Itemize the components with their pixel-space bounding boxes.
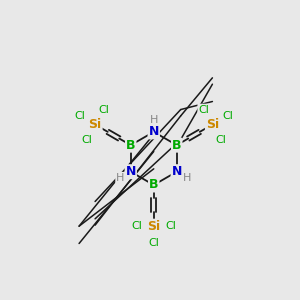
Text: N: N — [172, 165, 182, 178]
Text: Cl: Cl — [98, 105, 109, 115]
Text: B: B — [149, 178, 158, 191]
Text: Si: Si — [206, 118, 219, 131]
Text: H: H — [183, 173, 191, 183]
Text: Cl: Cl — [216, 135, 226, 145]
Text: H: H — [116, 173, 124, 183]
Text: N: N — [148, 125, 159, 138]
Text: Si: Si — [147, 220, 160, 233]
Text: B: B — [172, 139, 182, 152]
Text: Cl: Cl — [198, 105, 209, 115]
Text: Cl: Cl — [222, 111, 233, 121]
Text: Cl: Cl — [166, 221, 176, 231]
Text: B: B — [126, 139, 136, 152]
Text: Cl: Cl — [81, 135, 92, 145]
Text: N: N — [126, 165, 136, 178]
Text: Si: Si — [88, 118, 102, 131]
Text: Cl: Cl — [131, 221, 142, 231]
Text: H: H — [150, 115, 158, 125]
Text: Cl: Cl — [148, 238, 159, 248]
Text: Cl: Cl — [75, 111, 86, 121]
